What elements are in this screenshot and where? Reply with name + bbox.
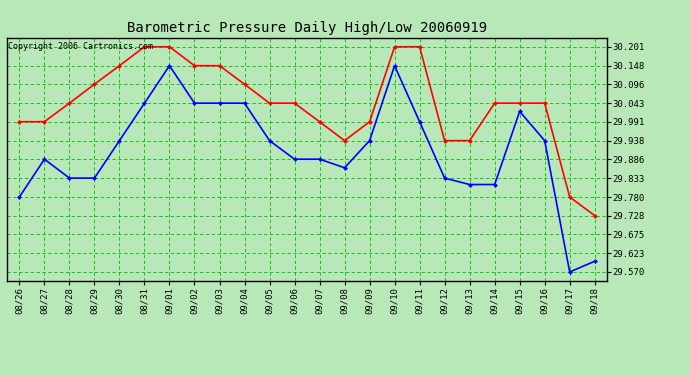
Title: Barometric Pressure Daily High/Low 20060919: Barometric Pressure Daily High/Low 20060… — [127, 21, 487, 35]
Text: Copyright 2006 Cartronics.com: Copyright 2006 Cartronics.com — [8, 42, 153, 51]
